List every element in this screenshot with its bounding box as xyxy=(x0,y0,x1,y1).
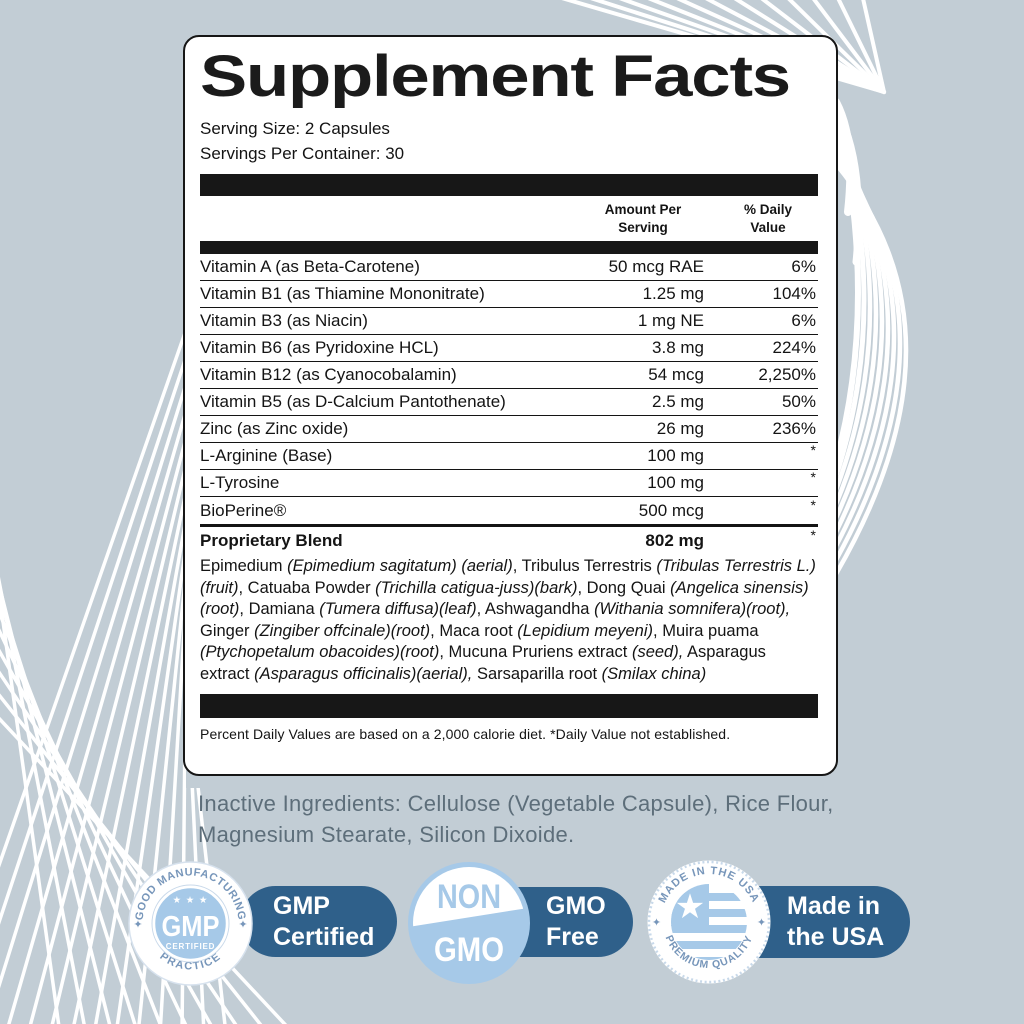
ingredient-amount: 3.8 mg xyxy=(652,338,704,357)
ingredient-name: Vitamin B1 (as Thiamine Mononitrate) xyxy=(200,284,485,303)
ingredient-daily-value: * xyxy=(718,469,818,493)
ingredient-name: Vitamin B3 (as Niacin) xyxy=(200,311,368,330)
ingredient-amount: 500 mcg xyxy=(638,500,704,520)
star-icon: ✦ xyxy=(133,919,142,931)
ingredient-amount: 54 mcg xyxy=(648,365,704,384)
header-spacer xyxy=(200,201,568,237)
non-gmo-seal-icon: NON GMO xyxy=(408,862,530,984)
ingredient-name: Vitamin B5 (as D-Calcium Pantothenate) xyxy=(200,392,506,411)
gmp-acronym: GMP xyxy=(162,911,220,943)
pill-text: GMO xyxy=(546,892,606,920)
blend-daily-value: * xyxy=(718,527,818,551)
ingredient-daily-value: * xyxy=(718,442,818,466)
ingredient-name: Vitamin A (as Beta-Carotene) xyxy=(200,257,420,276)
blend-amount: 802 mg xyxy=(645,530,704,550)
proprietary-blend-row: Proprietary Blend 802 mg * xyxy=(200,524,818,554)
table-row: L-Tyrosine 100 mg * xyxy=(200,469,818,497)
ingredient-daily-value: 6% xyxy=(791,257,816,276)
left-mesh-lines xyxy=(0,330,296,1024)
asterisk: * xyxy=(810,496,816,513)
badges-row: GMP Certified GOOD MANUFACTURING PRACTIC… xyxy=(0,852,1024,1002)
gmp-certified-pill: GMP Certified xyxy=(240,886,397,957)
ingredient-daily-value: 2,250% xyxy=(758,365,816,384)
ingredient-daily-value: 50% xyxy=(781,392,816,411)
asterisk: * xyxy=(810,442,816,458)
ingredient-table: Vitamin A (as Beta-Carotene) 50 mcg RAE … xyxy=(200,254,818,524)
ingredient-name: Vitamin B12 (as Cyanocobalamin) xyxy=(200,365,457,384)
ingredient-name: Vitamin B6 (as Pyridoxine HCL) xyxy=(200,338,439,357)
table-row: Vitamin B12 (as Cyanocobalamin) 54 mcg 2… xyxy=(200,362,818,389)
ingredient-amount: 100 mg xyxy=(647,446,704,465)
non-text: NON xyxy=(437,878,501,916)
ingredient-daily-value: * xyxy=(718,497,818,521)
gmo-text: GMO xyxy=(434,931,504,969)
made-in-usa-seal-icon: MADE IN THE USA PREMIUM QUALITY ✦ ✦ ★ xyxy=(647,860,771,984)
gmp-certified-text: CERTIFIED xyxy=(166,942,215,951)
table-row: L-Arginine (Base) 100 mg * xyxy=(200,442,818,470)
pill-text: GMP xyxy=(273,891,330,920)
table-row: BioPerine® 500 mcg * xyxy=(200,497,818,524)
ingredient-name: L-Tyrosine xyxy=(200,473,280,492)
pill-text: Made in xyxy=(787,892,881,920)
table-row: Vitamin B6 (as Pyridoxine HCL) 3.8 mg 22… xyxy=(200,335,818,362)
ingredient-name: L-Arginine (Base) xyxy=(200,446,333,465)
ingredient-daily-value: 236% xyxy=(772,419,816,438)
table-row: Vitamin B3 (as Niacin) 1 mg NE 6% xyxy=(200,308,818,335)
pill-text: Certified xyxy=(273,922,375,951)
ingredient-daily-value: 6% xyxy=(791,311,816,330)
ingredient-name: BioPerine® xyxy=(200,500,287,520)
divider-bar-top xyxy=(200,174,818,196)
star-icon: ✦ xyxy=(652,917,661,929)
page-title: Supplement Facts xyxy=(200,44,791,109)
usa-flag-icon: ★ xyxy=(671,884,747,960)
star-icon: ✦ xyxy=(757,917,766,929)
right-arc-swoosh xyxy=(832,98,909,577)
pill-text: Free xyxy=(546,923,599,951)
table-row: Zinc (as Zinc oxide) 26 mg 236% xyxy=(200,416,818,443)
ingredient-amount: 2.5 mg xyxy=(652,392,704,411)
daily-value-footnote: Percent Daily Values are based on a 2,00… xyxy=(200,725,731,742)
three-stars-icon: ★ ★ ★ xyxy=(173,895,209,906)
asterisk: * xyxy=(810,469,816,485)
ingredient-amount: 50 mcg RAE xyxy=(608,257,704,276)
ingredient-amount: 100 mg xyxy=(647,473,704,492)
table-row: Vitamin B1 (as Thiamine Mononitrate) 1.2… xyxy=(200,281,818,308)
blend-name: Proprietary Blend xyxy=(200,530,343,550)
gmp-seal-icon: GOOD MANUFACTURING PRACTICE ✦ ✦ ★ ★ ★ GM… xyxy=(128,861,253,986)
pill-text: the USA xyxy=(787,923,885,951)
blend-description: Epimedium (Epimedium sagitatum) (aerial)… xyxy=(200,557,816,683)
ingredient-amount: 1 mg NE xyxy=(637,311,704,330)
star-icon: ✦ xyxy=(238,919,247,931)
header-amount-per-serving: Amount Per Serving xyxy=(604,202,682,235)
divider-bar-bottom xyxy=(200,693,818,718)
ingredient-amount: 26 mg xyxy=(656,419,704,438)
asterisk: * xyxy=(810,526,816,543)
inactive-ingredients-text: Inactive Ingredients: Cellulose (Vegetab… xyxy=(198,791,834,847)
ingredient-amount: 1.25 mg xyxy=(642,284,704,303)
ingredient-name: Zinc (as Zinc oxide) xyxy=(200,419,349,438)
table-header-row: Amount Per Serving % Daily Value xyxy=(200,196,818,241)
table-row: Vitamin A (as Beta-Carotene) 50 mcg RAE … xyxy=(200,254,818,281)
ingredient-daily-value: 224% xyxy=(772,338,816,357)
header-percent-daily-value: % Daily Value xyxy=(743,202,793,235)
supplement-facts-panel: Supplement Facts Serving Size: 2 Capsule… xyxy=(183,35,838,776)
servings-per-container: Servings Per Container: 30 xyxy=(200,144,405,163)
serving-size: Serving Size: 2 Capsules xyxy=(200,119,390,138)
ingredient-daily-value: 104% xyxy=(772,284,816,303)
divider-bar-header xyxy=(200,241,818,254)
table-row: Vitamin B5 (as D-Calcium Pantothenate) 2… xyxy=(200,389,818,416)
